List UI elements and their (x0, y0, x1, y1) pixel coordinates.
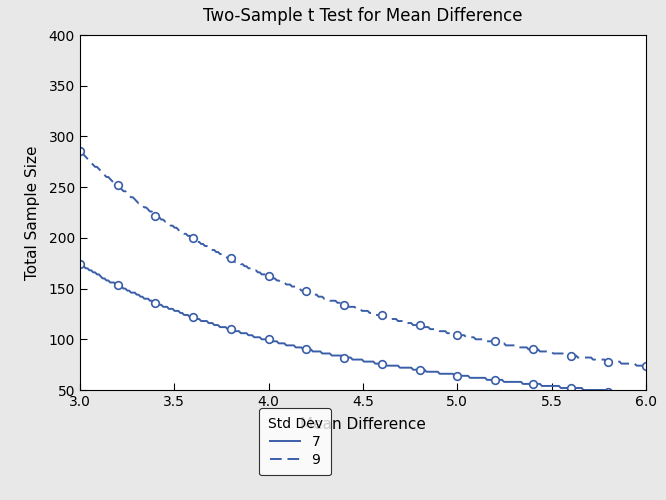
Title: Two-Sample t Test for Mean Difference: Two-Sample t Test for Mean Difference (203, 7, 523, 25)
Legend: 7, 9: 7, 9 (259, 408, 331, 476)
Y-axis label: Total Sample Size: Total Sample Size (25, 145, 41, 280)
X-axis label: Mean Difference: Mean Difference (300, 417, 426, 432)
